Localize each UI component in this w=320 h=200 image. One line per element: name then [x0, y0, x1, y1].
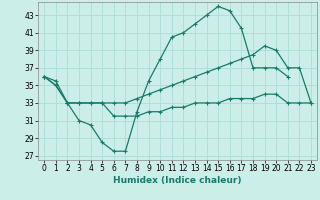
X-axis label: Humidex (Indice chaleur): Humidex (Indice chaleur): [113, 176, 242, 185]
